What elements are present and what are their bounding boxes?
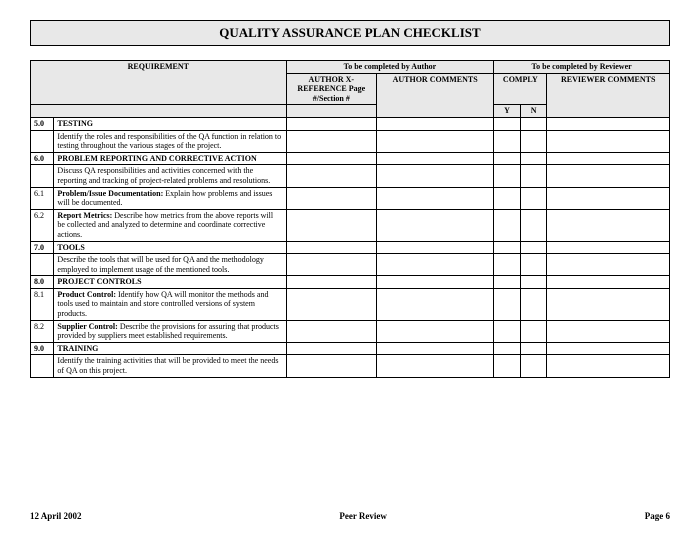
section-num: 5.0	[31, 117, 54, 130]
item-num	[31, 355, 54, 377]
item-text: Identify the roles and responsibilities …	[54, 130, 286, 152]
item-row: 8.2 Supplier Control: Describe the provi…	[31, 320, 670, 342]
checklist-table: REQUIREMENT To be completed by Author To…	[30, 60, 670, 378]
item-text: Report Metrics: Describe how metrics fro…	[54, 209, 286, 241]
section-num: 9.0	[31, 342, 54, 355]
item-row: 8.1 Product Control: Identify how QA wil…	[31, 288, 670, 320]
section-row: 7.0 TOOLS	[31, 241, 670, 254]
section-num: 7.0	[31, 241, 54, 254]
footer-date: 12 April 2002	[30, 511, 82, 521]
header-author-comments: AUTHOR COMMENTS	[377, 73, 494, 117]
section-row: 6.0 PROBLEM REPORTING AND CORRECTIVE ACT…	[31, 152, 670, 165]
section-row: 9.0 TRAINING	[31, 342, 670, 355]
section-row: 8.0 PROJECT CONTROLS	[31, 276, 670, 289]
header-author-group: To be completed by Author	[286, 61, 494, 74]
item-num: 6.2	[31, 209, 54, 241]
page-footer: 12 April 2002 Peer Review Page 6	[30, 511, 670, 521]
item-num	[31, 165, 54, 187]
item-text: Supplier Control: Describe the provision…	[54, 320, 286, 342]
header-n: N	[520, 105, 547, 118]
item-row: Identify the roles and responsibilities …	[31, 130, 670, 152]
header-y: Y	[494, 105, 521, 118]
section-label: PROJECT CONTROLS	[54, 276, 286, 289]
section-row: 5.0 TESTING	[31, 117, 670, 130]
section-num: 8.0	[31, 276, 54, 289]
item-num: 6.1	[31, 187, 54, 209]
page-title: QUALITY ASSURANCE PLAN CHECKLIST	[30, 20, 670, 46]
item-row: 6.1 Problem/Issue Documentation: Explain…	[31, 187, 670, 209]
footer-page: Page 6	[645, 511, 670, 521]
item-num	[31, 130, 54, 152]
header-group-row: REQUIREMENT To be completed by Author To…	[31, 61, 670, 74]
item-text: Discuss QA responsibilities and activiti…	[54, 165, 286, 187]
header-xref: AUTHOR X-REFERENCE Page #/Section #	[286, 73, 377, 105]
item-row: Discuss QA responsibilities and activiti…	[31, 165, 670, 187]
header-reviewer-comments: REVIEWER COMMENTS	[547, 73, 670, 117]
header-reviewer-group: To be completed by Reviewer	[494, 61, 670, 74]
item-num: 8.1	[31, 288, 54, 320]
section-num: 6.0	[31, 152, 54, 165]
item-text: Describe the tools that will be used for…	[54, 254, 286, 276]
item-text: Product Control: Identify how QA will mo…	[54, 288, 286, 320]
section-label: TESTING	[54, 117, 286, 130]
section-label: TOOLS	[54, 241, 286, 254]
item-num: 8.2	[31, 320, 54, 342]
section-label: PROBLEM REPORTING AND CORRECTIVE ACTION	[54, 152, 286, 165]
item-row: 6.2 Report Metrics: Describe how metrics…	[31, 209, 670, 241]
section-label: TRAINING	[54, 342, 286, 355]
item-num	[31, 254, 54, 276]
item-row: Describe the tools that will be used for…	[31, 254, 670, 276]
header-requirement: REQUIREMENT	[31, 61, 287, 105]
item-row: Identify the training activities that wi…	[31, 355, 670, 377]
header-comply: COMPLY	[494, 73, 547, 105]
item-text: Problem/Issue Documentation: Explain how…	[54, 187, 286, 209]
footer-center: Peer Review	[339, 511, 387, 521]
item-text: Identify the training activities that wi…	[54, 355, 286, 377]
